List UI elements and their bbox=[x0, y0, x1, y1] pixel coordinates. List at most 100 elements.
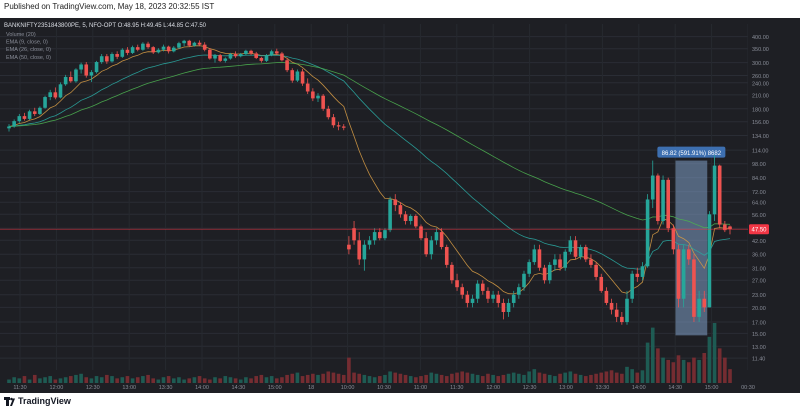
candle-body bbox=[408, 215, 413, 222]
candle-body bbox=[135, 47, 140, 50]
indicator-legend-item: Volume (20) bbox=[6, 32, 36, 38]
price-tick-label: 114.00 bbox=[752, 149, 768, 155]
candle-body bbox=[475, 283, 480, 299]
time-tick-label: 11:30 bbox=[450, 385, 463, 391]
candle-body bbox=[702, 298, 707, 308]
volume-bar bbox=[692, 357, 696, 383]
volume-bar bbox=[599, 372, 604, 383]
price-tick-label: 27.00 bbox=[752, 279, 766, 285]
brand-label: TradingView bbox=[18, 396, 71, 406]
price-tick-label: 84.00 bbox=[752, 176, 766, 182]
candle-body bbox=[620, 316, 624, 323]
volume-bar bbox=[475, 374, 480, 383]
candle-body bbox=[295, 71, 300, 81]
volume-bar bbox=[331, 372, 336, 383]
candle-body bbox=[58, 84, 63, 98]
candle-body bbox=[177, 43, 181, 48]
time-tick-label: 13:30 bbox=[159, 385, 173, 391]
volume-bar bbox=[269, 376, 274, 383]
volume-bar bbox=[439, 374, 444, 383]
price-tick-label: 23.00 bbox=[752, 293, 766, 299]
candle-body bbox=[486, 290, 490, 299]
candle-body bbox=[12, 121, 16, 127]
time-tick-label: 10:00 bbox=[341, 385, 355, 391]
ema-9-line bbox=[8, 45, 731, 295]
volume-bar bbox=[208, 379, 212, 383]
volume-bar bbox=[522, 374, 526, 383]
volume-bar bbox=[254, 376, 258, 383]
time-tick-label: 13:00 bbox=[122, 385, 136, 391]
footer-bar: TradingView bbox=[0, 393, 800, 411]
volume-bar bbox=[393, 372, 398, 383]
volume-bar bbox=[285, 374, 289, 383]
candle-body bbox=[393, 199, 398, 206]
volume-bar bbox=[357, 373, 361, 383]
volume-bar bbox=[120, 377, 125, 383]
candle-body bbox=[614, 309, 619, 317]
chart-area[interactable]: 86.82 (591.91%) 8682 400.00 350.00 300.00 26… bbox=[0, 18, 800, 393]
candle-body bbox=[506, 302, 511, 312]
volume-bar bbox=[151, 378, 155, 383]
volume-bar bbox=[326, 371, 331, 383]
candle-body bbox=[79, 64, 83, 70]
tradingview-logo-icon bbox=[4, 397, 15, 406]
candle-body bbox=[460, 287, 464, 295]
volume-bar bbox=[99, 377, 104, 383]
candle-body bbox=[537, 249, 542, 268]
volume-bar bbox=[7, 379, 11, 383]
volume-bar bbox=[614, 372, 619, 383]
measure-label-bg bbox=[657, 146, 726, 158]
volume-bar bbox=[316, 374, 320, 383]
price-tick-label: 156.00 bbox=[752, 120, 769, 126]
last-price-badge bbox=[749, 224, 769, 235]
volume-bar bbox=[450, 373, 454, 383]
candle-body bbox=[455, 280, 459, 288]
candle-body bbox=[491, 294, 495, 299]
volume-bar bbox=[676, 355, 681, 383]
volume-bar bbox=[625, 366, 629, 383]
candle-body bbox=[17, 116, 22, 122]
candle-body bbox=[728, 226, 732, 230]
time-tick-label: 12:00 bbox=[486, 385, 500, 391]
candle-body bbox=[7, 126, 11, 129]
volume-bar bbox=[723, 357, 727, 383]
price-tick-label: 350.00 bbox=[752, 47, 769, 53]
candle-body bbox=[316, 95, 320, 99]
volume-bar bbox=[455, 372, 459, 383]
candle-body bbox=[130, 47, 135, 53]
candle-body bbox=[182, 40, 186, 44]
candle-body bbox=[336, 125, 341, 127]
candle-body bbox=[666, 179, 670, 229]
time-tick-label: 13:00 bbox=[559, 385, 573, 391]
volume-bar bbox=[640, 370, 645, 383]
volume-bar bbox=[542, 373, 547, 383]
volume-bar bbox=[166, 376, 171, 383]
candle-body bbox=[650, 175, 655, 200]
volume-bar bbox=[367, 376, 372, 383]
volume-bar bbox=[27, 379, 32, 383]
volume-bar bbox=[244, 377, 248, 383]
time-tick-label: 15:00 bbox=[268, 385, 282, 391]
volume-bar bbox=[22, 376, 27, 383]
candle-body bbox=[69, 76, 73, 82]
candle-body bbox=[285, 60, 289, 71]
candle-body bbox=[120, 49, 125, 57]
candle-body bbox=[676, 249, 681, 299]
candle-body bbox=[233, 54, 238, 57]
indicator-legend-item: EMA (26, close, 0) bbox=[6, 47, 51, 53]
candle-body bbox=[481, 283, 485, 291]
volume-bar bbox=[53, 379, 58, 383]
candle-body bbox=[501, 302, 506, 312]
volume-bar bbox=[94, 376, 99, 383]
candle-body bbox=[172, 47, 176, 52]
candle-body bbox=[223, 58, 228, 61]
volume-bar bbox=[408, 376, 413, 383]
price-tick-label: 56.00 bbox=[752, 213, 766, 219]
candlestick-chart[interactable]: 86.82 (591.91%) 8682 400.00 350.00 300.00 26… bbox=[0, 18, 800, 393]
candle-body bbox=[589, 259, 593, 265]
candle-body bbox=[290, 70, 295, 81]
volume-bar bbox=[305, 374, 310, 383]
candle-body bbox=[558, 259, 562, 268]
volume-bar bbox=[172, 378, 176, 383]
candle-body bbox=[151, 47, 155, 53]
